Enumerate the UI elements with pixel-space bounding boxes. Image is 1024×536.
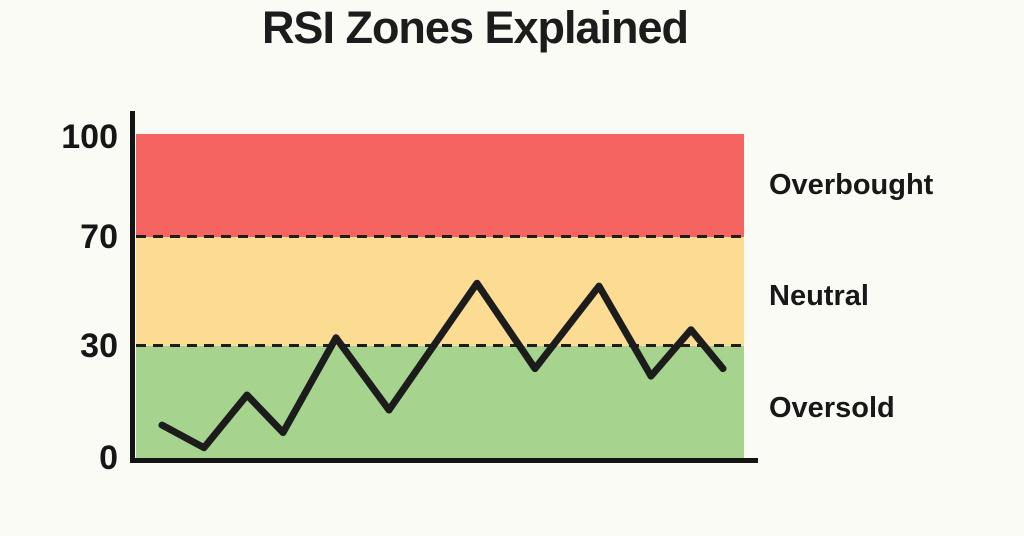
rsi-line: [158, 279, 727, 452]
neutral-zone: [136, 237, 744, 346]
y-tick-0: 0: [99, 439, 118, 477]
chart-title: RSI Zones Explained: [261, 2, 689, 53]
y-axis-line: [130, 111, 135, 463]
threshold-line-70: [136, 235, 744, 238]
chart-plot-area: [136, 134, 744, 459]
y-tick-30: 30: [80, 327, 118, 365]
threshold-line-30: [136, 344, 744, 347]
overbought-zone: [136, 134, 744, 237]
overbought-label: Overbought: [769, 169, 934, 201]
y-tick-70: 70: [80, 218, 118, 256]
oversold-label: Oversold: [769, 392, 895, 424]
neutral-label: Neutral: [769, 280, 869, 312]
x-axis-line: [130, 458, 758, 463]
y-tick-100: 100: [61, 118, 118, 156]
rsi-line-chart: [158, 279, 727, 452]
